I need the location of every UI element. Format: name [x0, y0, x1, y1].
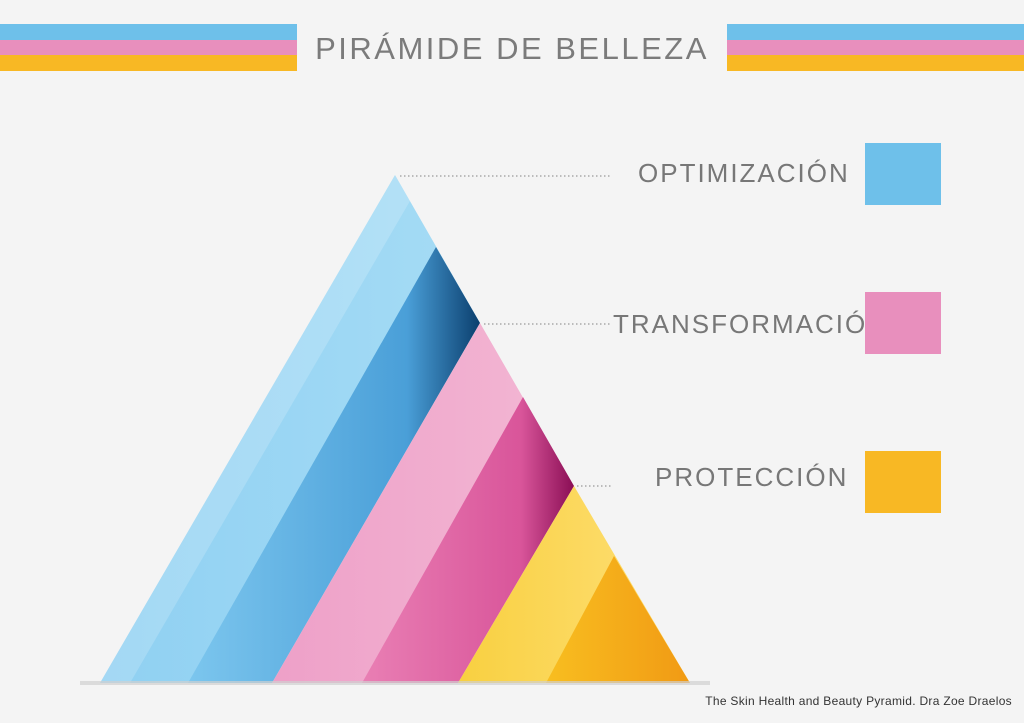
swatch-transformacion	[865, 292, 941, 354]
stripe-yellow	[727, 55, 1024, 71]
optimizacion-band	[100, 175, 480, 683]
proteccion-band-shade	[546, 556, 690, 683]
left-color-stripes	[0, 24, 297, 71]
label-transformacion: TRANSFORMACIÓN	[613, 309, 888, 339]
optimizacion-band-shade	[188, 247, 480, 683]
page-title: PIRÁMIDE DE BELLEZA	[315, 31, 709, 66]
transformacion-band-shade	[362, 397, 574, 683]
stripe-pink	[727, 39, 1024, 56]
stripe-blue	[727, 24, 1024, 40]
source-caption: The Skin Health and Beauty Pyramid. Dra …	[705, 694, 1012, 708]
swatch-optimizacion	[865, 143, 941, 205]
optimizacion-highlight	[100, 175, 410, 683]
label-proteccion: PROTECCIÓN	[655, 462, 849, 492]
swatch-proteccion	[865, 451, 941, 513]
right-color-stripes	[727, 24, 1024, 71]
stripe-yellow	[0, 55, 297, 71]
stripe-blue	[0, 24, 297, 40]
pyramid-base-shadow	[80, 681, 710, 685]
label-optimizacion: OPTIMIZACIÓN	[638, 158, 850, 188]
stripe-pink	[0, 39, 297, 56]
